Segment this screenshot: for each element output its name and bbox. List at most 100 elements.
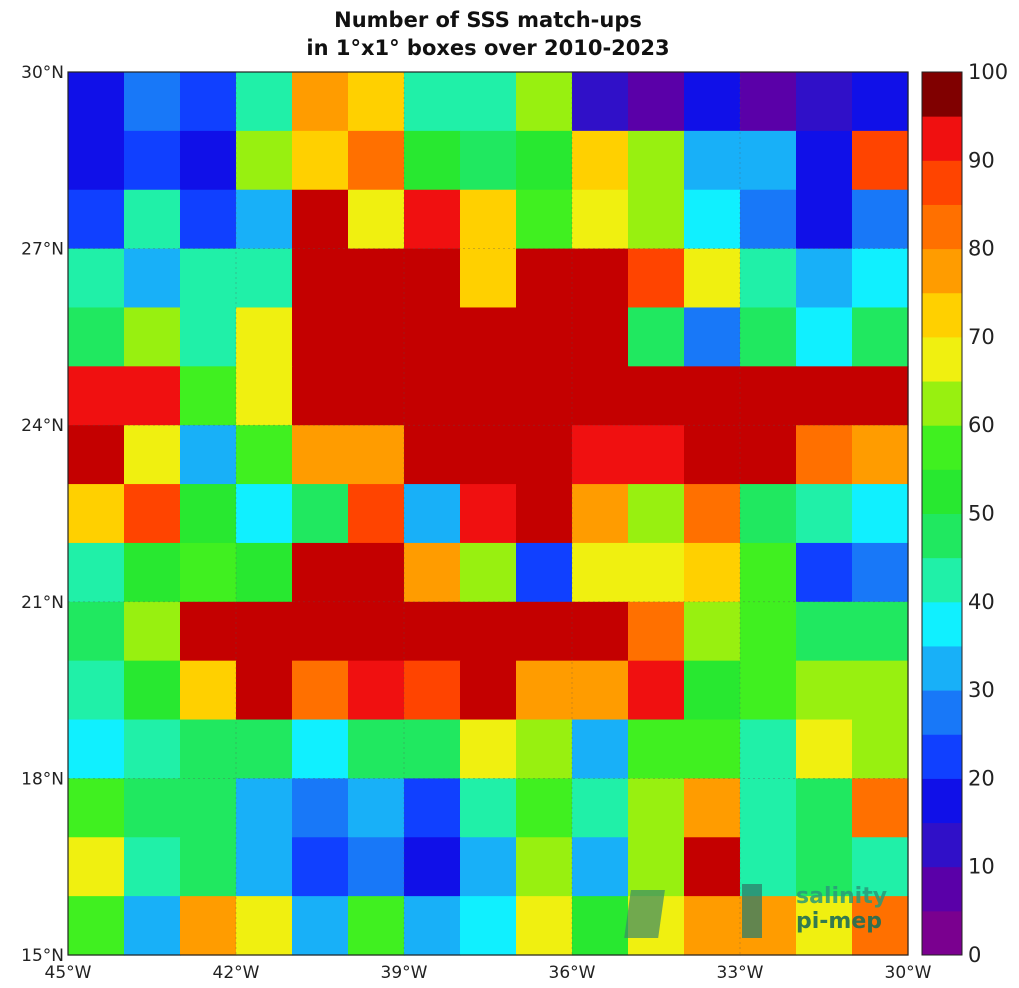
heatmap-cell: [68, 660, 125, 721]
heatmap-cell: [404, 72, 461, 132]
heatmap-cell: [404, 778, 461, 838]
heatmap-cell: [628, 425, 685, 485]
heatmap-cell: [124, 366, 181, 426]
heatmap-cell: [460, 307, 517, 367]
colorbar-ticks: 0 10 20 30 40 50 60 70 80 90 100: [968, 60, 1008, 967]
colorbar-segment: [922, 381, 962, 426]
heatmap-cell: [236, 837, 293, 897]
heatmap-cell: [572, 484, 629, 544]
heatmap-cell: [68, 896, 125, 956]
heatmap-cell: [628, 130, 685, 191]
heatmap-cell: [572, 601, 629, 662]
colorbar-segment: [922, 557, 962, 603]
heatmap-cell: [236, 307, 293, 367]
x-tick-label: 36°W: [549, 963, 596, 983]
heatmap-cell: [516, 307, 573, 367]
heatmap-cell: [68, 601, 125, 662]
colorbar-frame: [921, 71, 963, 956]
heatmap-cell: [180, 601, 237, 662]
heatmap-cell: [236, 366, 293, 426]
heatmap-cell: [796, 248, 853, 309]
heatmap-cell: [460, 719, 517, 779]
heatmap-cell: [796, 660, 853, 721]
heatmap-cell: [740, 248, 797, 309]
heatmap-cell: [180, 130, 237, 191]
colorbar-tick-label: 20: [968, 766, 995, 790]
logo-shape-1: [742, 884, 762, 938]
heatmap-cell: [684, 660, 741, 721]
heatmap-cell: [292, 542, 349, 603]
heatmap-cell: [796, 837, 853, 897]
heatmap-cell: [124, 542, 181, 603]
heatmap-cell: [572, 189, 629, 250]
heatmap-cell: [68, 72, 125, 132]
heatmap-cell: [796, 366, 853, 426]
heatmap-cell: [572, 837, 629, 897]
heatmap-cell: [68, 484, 125, 544]
heatmap-cell: [852, 778, 909, 838]
heatmap-cell: [684, 72, 741, 132]
heatmap-cell: [516, 72, 573, 132]
logo-text-pi-mep: pi-mep: [796, 909, 882, 934]
heatmap-cell: [68, 778, 125, 838]
colorbar-segment: [922, 248, 962, 294]
heatmap-cell: [124, 778, 181, 838]
heatmap-cell: [404, 542, 461, 603]
heatmap-cell: [796, 542, 853, 603]
heatmap-cell: [68, 307, 125, 367]
heatmap-cell: [180, 307, 237, 367]
heatmap-cell: [516, 366, 573, 426]
heatmap-cell: [180, 72, 237, 132]
colorbar: [921, 71, 963, 956]
heatmap-cell: [180, 719, 237, 779]
heatmap-cell: [68, 837, 125, 897]
heatmap-cell: [852, 189, 909, 250]
colorbar-tick-label: 30: [968, 678, 995, 702]
heatmap-cell: [180, 542, 237, 603]
heatmap-cell: [404, 307, 461, 367]
heatmap-cell: [740, 307, 797, 367]
heatmap-cell: [628, 189, 685, 250]
heatmap-cell: [684, 307, 741, 367]
colorbar-tick-label: 0: [968, 943, 981, 967]
heatmap-cell: [180, 778, 237, 838]
heatmap-cell: [124, 248, 181, 309]
heatmap-cell: [628, 719, 685, 779]
heatmap-cell: [740, 778, 797, 838]
colorbar-segment: [922, 645, 962, 691]
x-tick-label: 30°W: [885, 963, 932, 983]
colorbar-tick-label: 40: [968, 590, 995, 614]
heatmap-cell: [572, 130, 629, 191]
heatmap-cell: [292, 837, 349, 897]
heatmap-cell: [348, 248, 405, 309]
heatmap-cell: [404, 660, 461, 721]
heatmap-cell: [796, 72, 853, 132]
chart-title-line-1: Number of SSS match-ups: [334, 8, 642, 32]
heatmap-cell: [292, 601, 349, 662]
heatmap-cell: [348, 542, 405, 603]
heatmap-cell: [628, 837, 685, 897]
heatmap-cell: [740, 425, 797, 485]
heatmap-cell: [348, 189, 405, 250]
heatmap-cell: [460, 778, 517, 838]
colorbar-segment: [922, 72, 962, 117]
heatmap-cell: [852, 130, 909, 191]
colorbar-tick-label: 80: [968, 237, 995, 261]
heatmap-cell: [852, 601, 909, 662]
colorbar-tick-label: 90: [968, 148, 995, 172]
heatmap-cell: [516, 778, 573, 838]
heatmap-cell: [124, 189, 181, 250]
heatmap-cell: [796, 307, 853, 367]
heatmap-cell: [628, 660, 685, 721]
heatmap-cell: [852, 542, 909, 603]
x-tick-label: 45°W: [45, 963, 92, 983]
heatmap-cell: [292, 307, 349, 367]
colorbar-segment: [922, 513, 962, 559]
heatmap-cell: [236, 778, 293, 838]
y-tick-label: 24°N: [21, 416, 64, 436]
colorbar-tick-label: 60: [968, 413, 995, 437]
heatmap-cell: [516, 130, 573, 191]
colorbar-segment: [922, 160, 962, 205]
heatmap-cell: [572, 542, 629, 603]
heatmap-cell: [404, 837, 461, 897]
